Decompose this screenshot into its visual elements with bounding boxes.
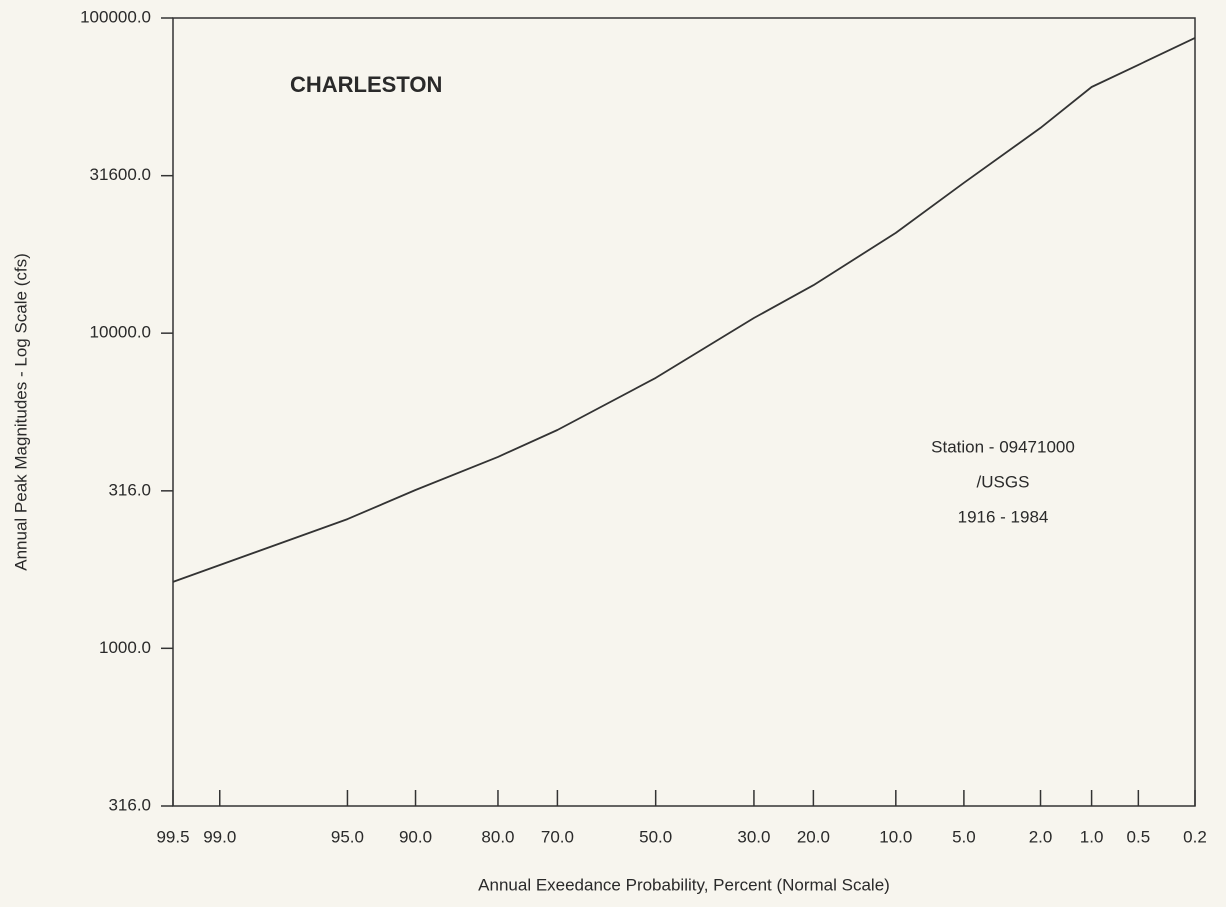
curve: [172, 37, 1196, 583]
x-tick-label: 70.0: [541, 827, 574, 846]
x-tick-label: 90.0: [399, 827, 432, 846]
y-tick-label: 100000.0: [80, 7, 151, 26]
annotation: /USGS: [977, 472, 1030, 491]
x-tick-label: 50.0: [639, 827, 672, 846]
chart-title: CHARLESTON: [290, 72, 442, 97]
x-tick-label: 1.0: [1080, 827, 1104, 846]
y-tick-label: 316.0: [108, 795, 151, 814]
annotation: Station - 09471000: [931, 437, 1075, 456]
x-tick-label: 10.0: [879, 827, 912, 846]
plot-frame: [172, 17, 1196, 807]
annotation: 1916 - 1984: [958, 507, 1049, 526]
x-tick-label: 99.0: [203, 827, 236, 846]
x-tick-label: 0.2: [1183, 827, 1207, 846]
y-tick-label: 31600.0: [90, 165, 151, 184]
x-axis-label: Annual Exeedance Probability, Percent (N…: [478, 875, 890, 894]
x-tick-label: 2.0: [1029, 827, 1053, 846]
x-tick-label: 30.0: [737, 827, 770, 846]
x-tick-label: 80.0: [481, 827, 514, 846]
y-tick-label: 1000.0: [99, 638, 151, 657]
x-tick-label: 5.0: [952, 827, 976, 846]
y-tick-label: 316.0: [108, 480, 151, 499]
y-tick-label: 10000.0: [90, 323, 151, 342]
y-axis-label: Annual Peak Magnitudes - Log Scale (cfs): [11, 253, 30, 571]
x-tick-label: 20.0: [797, 827, 830, 846]
x-tick-label: 95.0: [331, 827, 364, 846]
x-tick-label: 0.5: [1127, 827, 1151, 846]
x-tick-label: 99.5: [156, 827, 189, 846]
